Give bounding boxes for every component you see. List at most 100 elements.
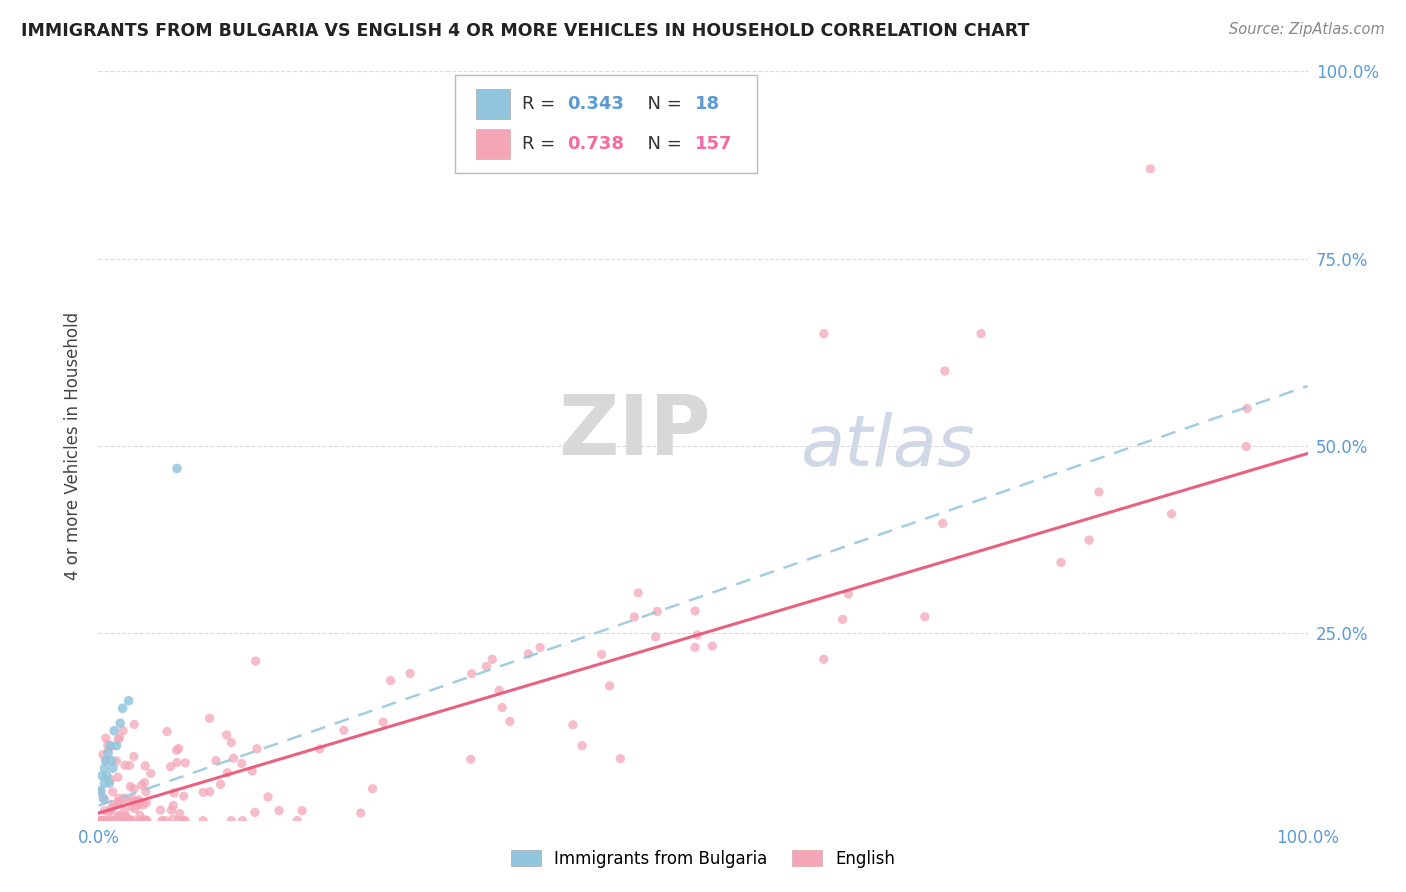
Point <box>93 776 115 790</box>
Point <box>217 765 239 780</box>
Point <box>111 814 134 828</box>
Point <box>645 605 668 619</box>
Point <box>599 679 621 693</box>
Point <box>173 789 195 804</box>
Point <box>1234 440 1257 454</box>
Point <box>93 804 115 818</box>
Point <box>167 741 190 756</box>
Point <box>1050 556 1073 570</box>
Point <box>166 756 188 770</box>
Point <box>159 760 181 774</box>
Point <box>813 652 835 666</box>
Point <box>96 769 118 783</box>
Point <box>150 814 173 828</box>
Point <box>627 586 650 600</box>
Point <box>623 610 645 624</box>
Point <box>91 747 114 762</box>
Point <box>267 804 290 818</box>
Point <box>686 628 709 642</box>
Point <box>162 798 184 813</box>
Text: 0.738: 0.738 <box>568 135 624 153</box>
Point <box>240 764 263 778</box>
Point <box>174 814 197 828</box>
Point <box>149 803 172 817</box>
Point <box>198 785 221 799</box>
Point <box>108 808 131 822</box>
Point <box>131 814 153 828</box>
Point <box>333 723 356 738</box>
Point <box>245 654 267 668</box>
Text: Source: ZipAtlas.com: Source: ZipAtlas.com <box>1229 22 1385 37</box>
Point <box>167 814 190 828</box>
Text: IMMIGRANTS FROM BULGARIA VS ENGLISH 4 OR MORE VEHICLES IN HOUSEHOLD CORRELATION : IMMIGRANTS FROM BULGARIA VS ENGLISH 4 OR… <box>21 22 1029 40</box>
Point <box>609 751 631 765</box>
Point <box>1236 401 1258 416</box>
Point <box>103 814 125 828</box>
Point <box>162 813 184 827</box>
Point <box>131 778 153 792</box>
Point <box>90 783 112 797</box>
Point <box>257 789 280 804</box>
Point <box>98 776 121 790</box>
Point <box>291 804 314 818</box>
Point <box>373 715 395 730</box>
Point <box>89 814 111 828</box>
Point <box>100 739 122 753</box>
Point <box>122 749 145 764</box>
Point <box>93 761 115 775</box>
Point <box>114 758 136 772</box>
Point <box>499 714 522 729</box>
Point <box>91 769 114 783</box>
Point <box>128 794 150 808</box>
Point <box>132 797 155 812</box>
Point <box>101 785 124 799</box>
Point <box>115 814 138 828</box>
Point <box>134 813 156 827</box>
Point <box>683 604 706 618</box>
Point <box>124 795 146 809</box>
Point <box>491 700 513 714</box>
Point <box>529 640 551 655</box>
Text: 157: 157 <box>695 135 733 153</box>
Point <box>117 794 139 808</box>
Point <box>90 785 112 799</box>
Point <box>115 809 138 823</box>
Point <box>831 612 853 626</box>
Point <box>221 735 243 749</box>
Point <box>285 814 308 828</box>
Point <box>107 795 129 809</box>
Point <box>120 813 142 827</box>
Point <box>813 326 835 341</box>
Point <box>517 647 540 661</box>
Point <box>128 797 150 812</box>
Point <box>134 814 156 828</box>
Point <box>107 791 129 805</box>
Point <box>475 659 498 673</box>
Point <box>107 732 129 747</box>
Point <box>205 754 228 768</box>
Point <box>644 630 666 644</box>
Point <box>100 754 122 768</box>
Point <box>96 754 118 768</box>
Point <box>118 814 141 828</box>
Point <box>380 673 402 688</box>
Point <box>135 785 157 799</box>
Point <box>1078 533 1101 548</box>
Point <box>93 793 115 807</box>
Text: N =: N = <box>637 135 688 153</box>
Text: R =: R = <box>522 135 561 153</box>
Point <box>108 716 131 731</box>
Point <box>122 717 145 731</box>
Point <box>932 516 955 531</box>
Point <box>166 461 188 475</box>
Point <box>121 792 143 806</box>
Point <box>193 785 215 799</box>
Point <box>155 814 177 828</box>
Point <box>683 640 706 655</box>
Point <box>209 777 232 791</box>
Point <box>108 796 131 810</box>
Point <box>221 814 243 828</box>
Point <box>399 666 422 681</box>
Point <box>231 814 253 828</box>
Point <box>115 812 138 826</box>
